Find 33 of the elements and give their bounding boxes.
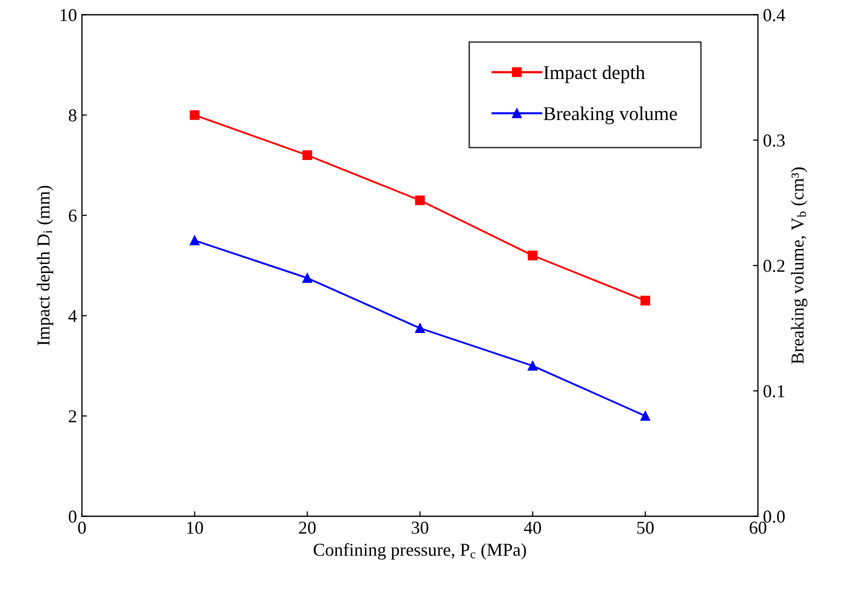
y-tick-label: 2 bbox=[68, 410, 76, 422]
point bbox=[415, 323, 425, 334]
point bbox=[528, 360, 538, 371]
y2-tick-label: 0.4 bbox=[764, 9, 786, 22]
point bbox=[640, 411, 650, 421]
point bbox=[528, 250, 538, 260]
point bbox=[190, 236, 200, 246]
y-tick-label: 10 bbox=[60, 9, 76, 22]
point bbox=[415, 195, 425, 206]
y2-tick-label: 0.2 bbox=[764, 260, 784, 272]
x-tick-label: 50 bbox=[637, 522, 654, 534]
point bbox=[302, 273, 312, 283]
y-tick-label: 0 bbox=[68, 510, 76, 523]
x-tick-label: 30 bbox=[412, 522, 428, 534]
y-tick-label: 4 bbox=[68, 310, 77, 322]
y-tick-label: 6 bbox=[68, 210, 77, 222]
point bbox=[190, 110, 200, 120]
y2-axis-title: Breaking volume, V$_{b}$ (cm³) bbox=[790, 167, 808, 364]
x-tick-label: 20 bbox=[299, 522, 316, 534]
legend-label: Impact depth bbox=[544, 65, 645, 84]
x-tick-label: 40 bbox=[524, 522, 541, 534]
x-axis-title: Confining pressure, P$_{c}$ (MPa) bbox=[314, 543, 526, 560]
point bbox=[302, 150, 312, 160]
x-tick-label: 0 bbox=[78, 522, 86, 534]
y2-tick-label: 0.0 bbox=[764, 510, 785, 523]
y-tick-label: 8 bbox=[68, 109, 76, 122]
legend-label: Breaking volume bbox=[544, 106, 677, 124]
point bbox=[640, 296, 650, 306]
y2-tick-label: 0.3 bbox=[764, 134, 785, 147]
y-axis-title: Impact depth D$_{i}$ (mm) bbox=[36, 186, 54, 346]
x-tick-label: 60 bbox=[750, 522, 766, 534]
x-tick-label: 10 bbox=[187, 522, 203, 534]
y2-tick-label: 0.1 bbox=[764, 385, 784, 398]
